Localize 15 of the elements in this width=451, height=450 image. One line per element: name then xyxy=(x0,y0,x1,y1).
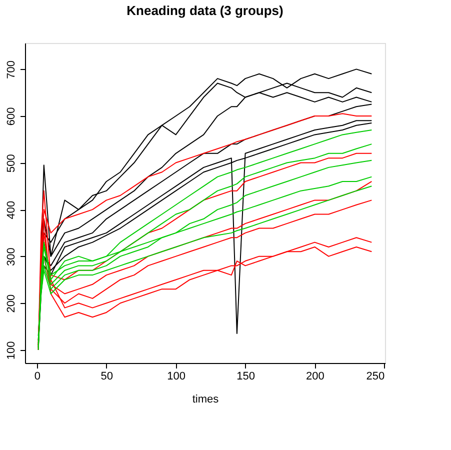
x-tick-label: 0 xyxy=(34,370,41,382)
x-tick-label: 200 xyxy=(306,370,324,382)
y-tick-label: 400 xyxy=(6,200,18,220)
y-tick-label: 600 xyxy=(6,107,18,126)
x-axis-title: times xyxy=(192,394,220,406)
x-tick-label: 250 xyxy=(366,370,385,382)
x-tick-label: 50 xyxy=(100,370,114,382)
y-tick-label: 500 xyxy=(6,154,18,172)
x-tick-label: 150 xyxy=(236,370,255,382)
y-tick-label: 100 xyxy=(6,341,18,360)
chart-title: Kneading data (3 groups) xyxy=(126,3,284,18)
y-tick-label: 200 xyxy=(6,294,18,313)
y-tick-label: 300 xyxy=(6,248,18,266)
y-tick-label: 700 xyxy=(6,60,18,79)
x-tick-label: 100 xyxy=(167,370,186,382)
